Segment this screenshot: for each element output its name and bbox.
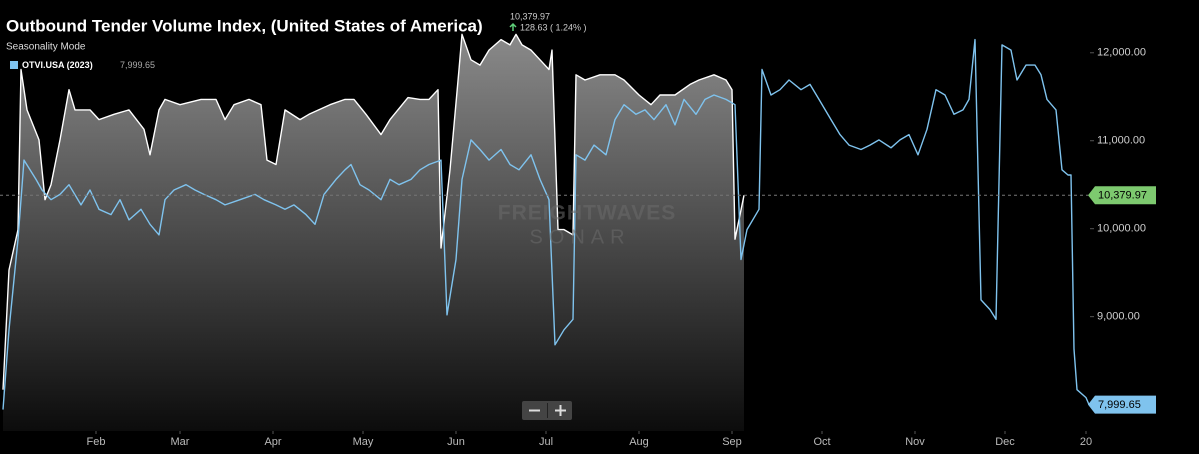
y-tick-label: 12,000.00	[1097, 47, 1146, 59]
x-tick-label: Dec	[995, 436, 1015, 448]
y-tick-label: 10,000.00	[1097, 223, 1146, 235]
legend-value: 7,999.65	[120, 60, 155, 70]
watermark-text: SONAR	[529, 226, 630, 248]
line	[2, 33, 745, 390]
axes: 9,000.00 10,000.00 11,000.00 12,000.00 Feb Ma…	[87, 47, 1156, 448]
last-value-badge	[1088, 395, 1156, 414]
y-tick-label: 9,000.00	[1097, 311, 1140, 323]
last-value-label: 10,379.97	[1098, 190, 1147, 202]
x-tick-label: May	[353, 436, 374, 448]
legend-label: OTVI.USA (2023)	[22, 60, 93, 70]
area	[3, 34, 744, 432]
header-value: 10,379.97	[510, 11, 550, 21]
zoom-divider	[547, 403, 548, 418]
zoom-controls	[522, 401, 572, 420]
line	[2, 38, 1090, 410]
last-value-label: 7,999.65	[1098, 399, 1141, 411]
last-value-badge	[1088, 186, 1156, 205]
chart-title: Outbound Tender Volume Index, (United St…	[6, 16, 483, 35]
x-tick-label: Sep	[722, 436, 742, 448]
x-tick-label: 20	[1080, 436, 1092, 448]
plot-area	[0, 33, 1090, 432]
x-tick-label: Oct	[813, 436, 830, 448]
y-tick-label: 11,000.00	[1097, 135, 1145, 147]
legend-swatch	[10, 61, 18, 69]
zoom-in-button[interactable]	[555, 405, 566, 416]
watermark-text: FREIGHTWAVES	[498, 202, 676, 225]
x-tick-label: Mar	[171, 436, 190, 448]
x-tick-label: Jun	[447, 436, 465, 448]
watermark: FREIGHTWAVES SONAR	[498, 202, 676, 249]
chart-subtitle: Seasonality Mode	[6, 42, 86, 53]
up-arrow	[509, 22, 517, 31]
x-tick-label: Nov	[905, 436, 925, 448]
zoom-out-button[interactable]	[529, 409, 540, 412]
x-tick-label: Aug	[629, 436, 649, 448]
x-tick-label: Jul	[539, 436, 553, 448]
x-tick-label: Apr	[264, 436, 281, 448]
x-tick-label: Feb	[87, 436, 106, 448]
change-label: 128.63 ( 1.24% )	[520, 22, 587, 32]
